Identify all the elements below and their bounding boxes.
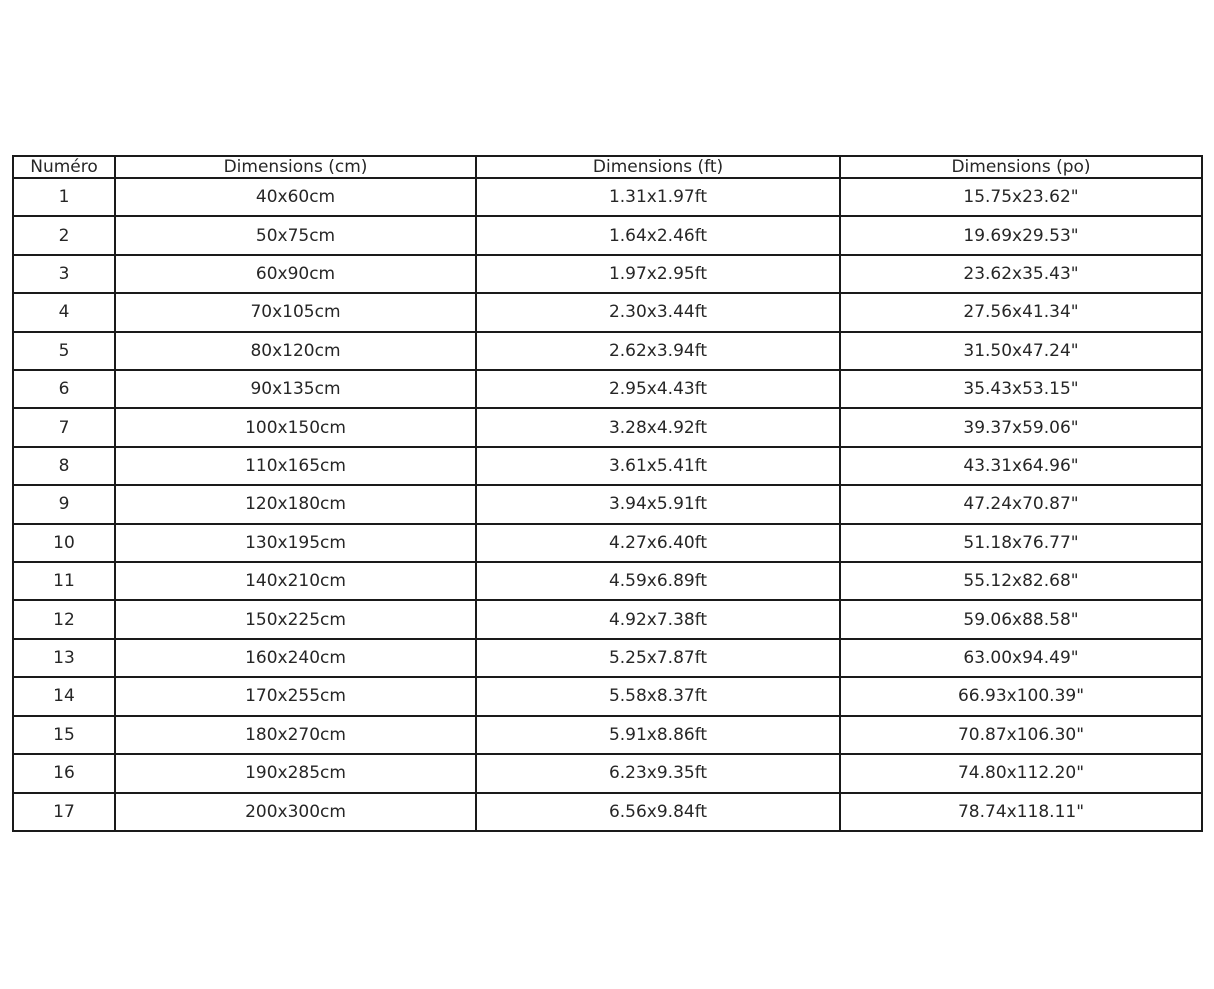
cell-numero: 3 (12, 253, 116, 295)
table-row: 17 200x300cm 6.56x9.84ft 78.74x118.11" (12, 791, 1203, 832)
cell-dimensions-po: 70.87x106.30" (839, 714, 1203, 756)
cell-numero: 10 (12, 522, 116, 564)
cell-dimensions-po: 51.18x76.77" (839, 522, 1203, 564)
cell-dimensions-cm: 120x180cm (114, 484, 477, 525)
cell-dimensions-cm: 140x210cm (114, 561, 477, 602)
header-numero: Numéro (12, 155, 116, 179)
cell-dimensions-cm: 70x105cm (114, 292, 477, 333)
cell-numero: 2 (12, 215, 116, 256)
table-row: 8 110x165cm 3.61x5.41ft 43.31x64.96" (12, 445, 1203, 487)
cell-numero: 8 (12, 445, 116, 487)
cell-numero: 13 (12, 637, 116, 679)
cell-numero: 1 (12, 176, 116, 218)
cell-dimensions-ft: 3.61x5.41ft (475, 445, 841, 487)
cell-numero: 15 (12, 714, 116, 756)
cell-dimensions-ft: 2.95x4.43ft (475, 369, 841, 410)
cell-dimensions-cm: 50x75cm (114, 215, 477, 256)
table-row: 7 100x150cm 3.28x4.92ft 39.37x59.06" (12, 407, 1203, 448)
cell-dimensions-cm: 180x270cm (114, 714, 477, 756)
cell-dimensions-cm: 60x90cm (114, 253, 477, 295)
header-dimensions-ft: Dimensions (ft) (475, 155, 841, 179)
cell-dimensions-ft: 5.91x8.86ft (475, 714, 841, 756)
cell-dimensions-cm: 150x225cm (114, 599, 477, 640)
table-row: 16 190x285cm 6.23x9.35ft 74.80x112.20" (12, 753, 1203, 794)
cell-dimensions-po: 47.24x70.87" (839, 484, 1203, 525)
table-row: 1 40x60cm 1.31x1.97ft 15.75x23.62" (12, 176, 1203, 218)
table-row: 5 80x120cm 2.62x3.94ft 31.50x47.24" (12, 330, 1203, 372)
cell-numero: 14 (12, 676, 116, 717)
cell-dimensions-cm: 90x135cm (114, 369, 477, 410)
table-row: 9 120x180cm 3.94x5.91ft 47.24x70.87" (12, 484, 1203, 525)
cell-dimensions-po: 19.69x29.53" (839, 215, 1203, 256)
cell-dimensions-ft: 1.97x2.95ft (475, 253, 841, 295)
cell-dimensions-cm: 130x195cm (114, 522, 477, 564)
header-dimensions-cm: Dimensions (cm) (114, 155, 477, 179)
cell-dimensions-ft: 1.31x1.97ft (475, 176, 841, 218)
cell-dimensions-ft: 5.25x7.87ft (475, 637, 841, 679)
table-body: 1 40x60cm 1.31x1.97ft 15.75x23.62" 2 50x75cm 1… (12, 176, 1203, 832)
cell-dimensions-cm: 170x255cm (114, 676, 477, 717)
table-header: Numéro Dimensions (cm) Dimensions (ft) D… (12, 155, 1203, 179)
cell-dimensions-po: 43.31x64.96" (839, 445, 1203, 487)
cell-dimensions-po: 15.75x23.62" (839, 176, 1203, 218)
table-row: 6 90x135cm 2.95x4.43ft 35.43x53.15" (12, 369, 1203, 410)
cell-dimensions-po: 27.56x41.34" (839, 292, 1203, 333)
cell-dimensions-cm: 110x165cm (114, 445, 477, 487)
cell-dimensions-ft: 4.27x6.40ft (475, 522, 841, 564)
table-row: 13 160x240cm 5.25x7.87ft 63.00x94.49" (12, 637, 1203, 679)
cell-dimensions-po: 63.00x94.49" (839, 637, 1203, 679)
cell-numero: 16 (12, 753, 116, 794)
table-row: 10 130x195cm 4.27x6.40ft 51.18x76.77" (12, 522, 1203, 564)
table-row: 15 180x270cm 5.91x8.86ft 70.87x106.30" (12, 714, 1203, 756)
cell-dimensions-po: 59.06x88.58" (839, 599, 1203, 640)
cell-dimensions-ft: 2.62x3.94ft (475, 330, 841, 372)
cell-dimensions-ft: 3.28x4.92ft (475, 407, 841, 448)
cell-numero: 9 (12, 484, 116, 525)
table-row: 11 140x210cm 4.59x6.89ft 55.12x82.68" (12, 561, 1203, 602)
table-row: 14 170x255cm 5.58x8.37ft 66.93x100.39" (12, 676, 1203, 717)
cell-numero: 11 (12, 561, 116, 602)
cell-dimensions-ft: 6.23x9.35ft (475, 753, 841, 794)
table-row: 2 50x75cm 1.64x2.46ft 19.69x29.53" (12, 215, 1203, 256)
cell-dimensions-ft: 4.59x6.89ft (475, 561, 841, 602)
cell-numero: 17 (12, 791, 116, 832)
cell-dimensions-ft: 2.30x3.44ft (475, 292, 841, 333)
cell-dimensions-po: 55.12x82.68" (839, 561, 1203, 602)
cell-numero: 6 (12, 369, 116, 410)
header-dimensions-po: Dimensions (po) (839, 155, 1203, 179)
cell-dimensions-po: 78.74x118.11" (839, 791, 1203, 832)
cell-dimensions-ft: 5.58x8.37ft (475, 676, 841, 717)
cell-dimensions-ft: 6.56x9.84ft (475, 791, 841, 832)
dimensions-table-container: Numéro Dimensions (cm) Dimensions (ft) D… (12, 155, 1203, 832)
cell-dimensions-po: 39.37x59.06" (839, 407, 1203, 448)
cell-dimensions-cm: 100x150cm (114, 407, 477, 448)
cell-dimensions-cm: 40x60cm (114, 176, 477, 218)
cell-numero: 12 (12, 599, 116, 640)
cell-dimensions-cm: 80x120cm (114, 330, 477, 372)
cell-numero: 5 (12, 330, 116, 372)
cell-dimensions-po: 23.62x35.43" (839, 253, 1203, 295)
cell-dimensions-ft: 4.92x7.38ft (475, 599, 841, 640)
cell-dimensions-cm: 160x240cm (114, 637, 477, 679)
cell-numero: 4 (12, 292, 116, 333)
cell-numero: 7 (12, 407, 116, 448)
header-row: Numéro Dimensions (cm) Dimensions (ft) D… (12, 155, 1203, 179)
cell-dimensions-po: 74.80x112.20" (839, 753, 1203, 794)
table-row: 12 150x225cm 4.92x7.38ft 59.06x88.58" (12, 599, 1203, 640)
dimensions-table: Numéro Dimensions (cm) Dimensions (ft) D… (12, 155, 1203, 832)
cell-dimensions-cm: 190x285cm (114, 753, 477, 794)
cell-dimensions-po: 31.50x47.24" (839, 330, 1203, 372)
cell-dimensions-ft: 3.94x5.91ft (475, 484, 841, 525)
cell-dimensions-cm: 200x300cm (114, 791, 477, 832)
cell-dimensions-ft: 1.64x2.46ft (475, 215, 841, 256)
table-row: 4 70x105cm 2.30x3.44ft 27.56x41.34" (12, 292, 1203, 333)
table-row: 3 60x90cm 1.97x2.95ft 23.62x35.43" (12, 253, 1203, 295)
cell-dimensions-po: 66.93x100.39" (839, 676, 1203, 717)
cell-dimensions-po: 35.43x53.15" (839, 369, 1203, 410)
